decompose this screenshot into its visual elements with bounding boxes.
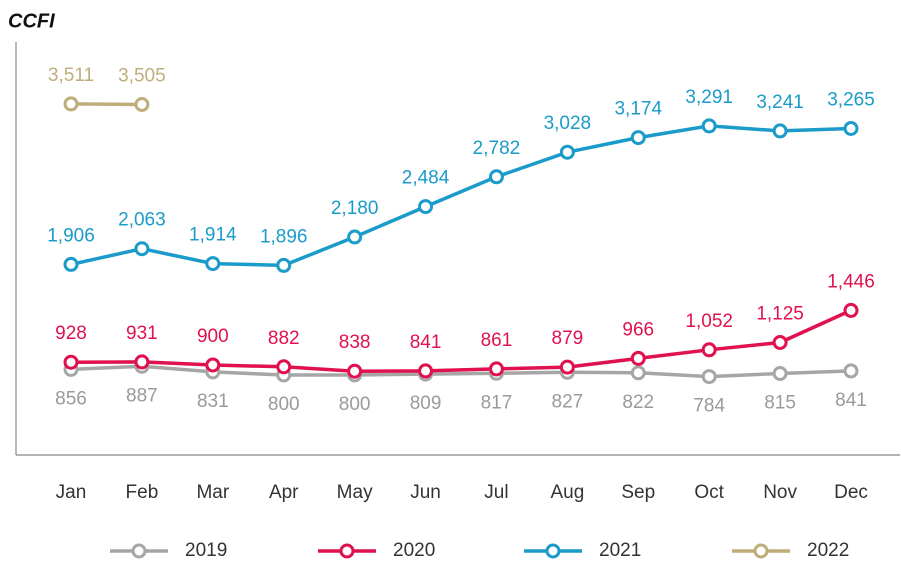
- x-tick-label: Dec: [834, 482, 868, 503]
- value-label: 817: [481, 392, 513, 413]
- legend-marker: [339, 543, 355, 559]
- point: [205, 357, 221, 373]
- value-label: 2,782: [473, 138, 521, 159]
- point: [559, 144, 575, 160]
- point: [488, 169, 504, 185]
- value-label: 784: [693, 396, 725, 417]
- point: [347, 229, 363, 245]
- x-tick-label: Apr: [269, 482, 299, 503]
- value-label: 3,291: [685, 87, 733, 108]
- value-label: 2,063: [118, 210, 166, 231]
- series-line: [70, 102, 142, 107]
- value-label: 2,180: [331, 198, 379, 219]
- point: [134, 97, 150, 112]
- point: [488, 361, 504, 377]
- x-tick-label: Mar: [196, 482, 229, 503]
- point: [772, 366, 788, 381]
- x-tick-label: Jul: [484, 482, 508, 503]
- legend-label: 2019: [185, 540, 227, 561]
- point: [63, 354, 79, 370]
- legend-label: 2021: [599, 540, 641, 561]
- point: [630, 350, 646, 366]
- value-label: 3,241: [756, 92, 804, 113]
- x-tick-label: Oct: [694, 482, 724, 503]
- value-label: 928: [55, 323, 87, 344]
- legend-marker: [545, 543, 561, 559]
- value-label: 3,028: [544, 113, 592, 134]
- value-label: 838: [339, 332, 371, 353]
- point: [134, 241, 150, 257]
- value-label: 3,265: [827, 90, 875, 111]
- point: [276, 359, 292, 375]
- point: [276, 257, 292, 273]
- value-label: 1,906: [47, 225, 95, 246]
- point: [701, 118, 717, 134]
- value-label: 3,505: [118, 66, 166, 87]
- point: [630, 365, 646, 381]
- value-label: 800: [339, 394, 371, 415]
- value-label: 966: [622, 319, 654, 340]
- series-line: [70, 124, 852, 268]
- value-label: 887: [126, 385, 158, 406]
- point: [701, 342, 717, 358]
- value-label: 900: [197, 326, 229, 347]
- value-label: 815: [764, 393, 796, 414]
- x-tick-label: May: [337, 482, 373, 503]
- point: [843, 121, 859, 136]
- series-line: [70, 364, 852, 379]
- point: [205, 256, 221, 272]
- value-label: 879: [552, 328, 584, 349]
- value-label: 856: [55, 388, 87, 409]
- value-label: 822: [622, 392, 654, 413]
- value-label: 841: [410, 332, 442, 353]
- value-label: 2,484: [402, 168, 450, 189]
- value-label: 3,511: [48, 65, 94, 86]
- value-label: 1,914: [189, 225, 237, 246]
- value-label: 831: [197, 391, 229, 412]
- legend-label: 2022: [807, 540, 849, 561]
- point: [418, 199, 434, 215]
- point: [63, 96, 79, 112]
- x-tick-label: Feb: [126, 482, 159, 503]
- x-tick-label: Jun: [410, 482, 441, 503]
- legend-marker: [131, 543, 147, 559]
- value-label: 841: [835, 390, 867, 411]
- chart-title: CCFI: [8, 10, 55, 32]
- point: [559, 359, 575, 375]
- point: [772, 335, 788, 350]
- point: [347, 363, 363, 379]
- point: [843, 363, 859, 379]
- value-label: 1,052: [685, 311, 733, 332]
- value-label: 800: [268, 394, 300, 415]
- point: [701, 369, 717, 385]
- point: [843, 302, 859, 318]
- series-line: [70, 308, 852, 373]
- value-label: 882: [268, 328, 300, 349]
- value-label: 827: [552, 391, 584, 412]
- x-tick-label: Jan: [56, 482, 87, 503]
- value-label: 861: [481, 330, 513, 351]
- x-tick-label: Sep: [621, 482, 655, 503]
- point: [134, 354, 150, 370]
- legend-marker: [753, 543, 769, 559]
- value-label: 3,174: [614, 99, 662, 120]
- value-label: 1,896: [260, 226, 308, 247]
- x-tick-label: Aug: [550, 482, 584, 503]
- point: [630, 130, 646, 146]
- legend-label: 2020: [393, 540, 435, 561]
- value-label: 1,125: [756, 304, 804, 325]
- value-label: 931: [126, 323, 158, 344]
- value-label: 1,446: [827, 271, 875, 292]
- value-label: 809: [410, 393, 442, 414]
- point: [418, 363, 434, 379]
- point: [63, 256, 79, 272]
- x-tick-label: Nov: [763, 482, 797, 503]
- point: [772, 123, 788, 139]
